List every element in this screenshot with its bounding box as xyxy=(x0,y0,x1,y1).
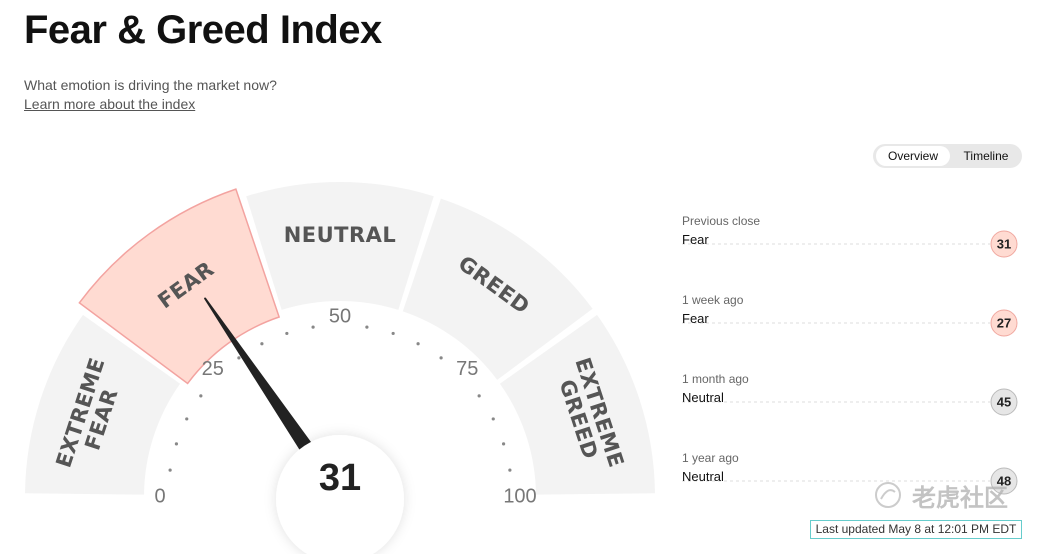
scale-dot xyxy=(491,417,495,421)
scale-dot xyxy=(185,417,189,421)
scale-dot xyxy=(416,342,420,346)
history-period: Previous close xyxy=(682,214,761,228)
gauge-segment xyxy=(25,314,181,495)
history-period: 1 year ago xyxy=(682,451,739,465)
tab-switch: Overview Timeline xyxy=(873,144,1022,168)
history-badge xyxy=(990,388,1018,416)
scale-dot xyxy=(477,394,481,398)
watermark: 老虎社区 xyxy=(912,485,1008,512)
tab-overview[interactable]: Overview xyxy=(876,146,950,166)
scale-label: 100 xyxy=(503,485,536,507)
history-value: 48 xyxy=(997,473,1011,488)
scale-dot xyxy=(260,342,264,346)
history-label: Neutral xyxy=(682,390,724,405)
scale-label: 50 xyxy=(329,305,351,327)
scale-label: 0 xyxy=(154,485,165,507)
subtitle: What emotion is driving the market now? xyxy=(24,77,277,93)
tab-timeline[interactable]: Timeline xyxy=(963,149,1009,163)
history-value: 45 xyxy=(997,394,1011,409)
scale-dot xyxy=(237,356,241,360)
history-label: Fear xyxy=(682,232,709,247)
scale-dot xyxy=(168,468,172,472)
scale-dot xyxy=(508,468,512,472)
gauge-segment xyxy=(499,314,655,495)
history-badge xyxy=(990,309,1018,337)
scale-dot xyxy=(311,325,315,329)
scale-dot xyxy=(199,394,203,398)
scale-dot xyxy=(439,356,443,360)
gauge-segment xyxy=(246,182,434,310)
scale-dot xyxy=(174,442,179,446)
history-label: Neutral xyxy=(682,469,724,484)
scale-dot xyxy=(391,331,395,336)
needle-hub xyxy=(276,435,404,554)
scale-label: 75 xyxy=(456,358,478,380)
history-label: Fear xyxy=(682,311,709,326)
scale-dot xyxy=(285,331,289,336)
scale-label: 25 xyxy=(202,358,224,380)
watermark-logo xyxy=(875,482,901,508)
history-period: 1 week ago xyxy=(682,293,744,307)
scale-dot xyxy=(501,442,506,446)
gauge-value: 31 xyxy=(319,457,361,499)
segment-label: NEUTRAL xyxy=(283,223,397,247)
page-title: Fear & Greed Index xyxy=(24,8,382,52)
learn-more-link[interactable]: Learn more about the index xyxy=(24,96,196,112)
gauge-segment xyxy=(402,198,593,380)
history-badge xyxy=(990,230,1018,258)
history-value: 27 xyxy=(997,315,1011,330)
last-updated: Last updated May 8 at 12:01 PM EDT xyxy=(810,520,1022,539)
scale-dot xyxy=(365,325,369,329)
history-value: 31 xyxy=(997,236,1011,251)
history-badge xyxy=(990,467,1018,495)
history-period: 1 month ago xyxy=(682,372,749,386)
